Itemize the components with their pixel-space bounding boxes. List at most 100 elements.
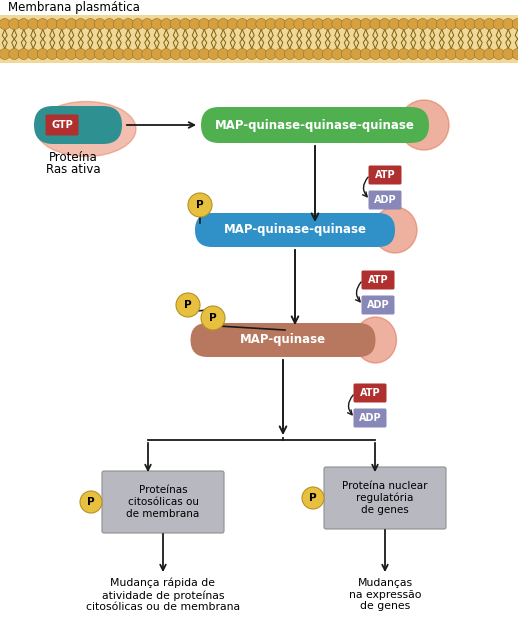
Circle shape	[284, 18, 295, 29]
Circle shape	[161, 18, 172, 29]
FancyBboxPatch shape	[362, 296, 395, 315]
Circle shape	[418, 48, 428, 59]
Circle shape	[341, 48, 352, 59]
Circle shape	[313, 48, 324, 59]
Text: GTP: GTP	[51, 120, 73, 130]
Circle shape	[170, 18, 181, 29]
Circle shape	[18, 18, 29, 29]
Circle shape	[132, 18, 143, 29]
Circle shape	[123, 18, 134, 29]
Circle shape	[142, 18, 153, 29]
Circle shape	[303, 18, 314, 29]
Circle shape	[465, 18, 476, 29]
Circle shape	[189, 48, 200, 59]
Circle shape	[408, 48, 419, 59]
Text: ATP: ATP	[375, 170, 395, 180]
Text: P: P	[309, 493, 317, 503]
Text: P: P	[87, 497, 95, 507]
Circle shape	[493, 18, 504, 29]
FancyBboxPatch shape	[362, 271, 395, 289]
Text: Proteínas
citosólicas ou
de membrana: Proteínas citosólicas ou de membrana	[126, 485, 199, 519]
Circle shape	[246, 48, 257, 59]
FancyBboxPatch shape	[46, 115, 79, 136]
FancyBboxPatch shape	[368, 166, 401, 185]
FancyBboxPatch shape	[191, 323, 376, 357]
Circle shape	[484, 48, 495, 59]
Circle shape	[455, 18, 466, 29]
Circle shape	[75, 48, 87, 59]
Circle shape	[436, 48, 447, 59]
Circle shape	[47, 48, 57, 59]
Circle shape	[180, 48, 191, 59]
Text: ADP: ADP	[358, 413, 381, 423]
Circle shape	[455, 48, 466, 59]
Circle shape	[275, 18, 286, 29]
Circle shape	[237, 48, 248, 59]
FancyBboxPatch shape	[353, 408, 386, 427]
Circle shape	[9, 18, 20, 29]
Circle shape	[265, 48, 276, 59]
Circle shape	[436, 18, 447, 29]
FancyBboxPatch shape	[353, 383, 386, 403]
Text: MAP-quinase-quinase-quinase: MAP-quinase-quinase-quinase	[215, 118, 415, 131]
Circle shape	[176, 293, 200, 317]
Circle shape	[265, 18, 276, 29]
Circle shape	[303, 48, 314, 59]
Text: ATP: ATP	[368, 275, 388, 285]
Circle shape	[379, 18, 390, 29]
Text: ATP: ATP	[359, 388, 380, 398]
Circle shape	[484, 18, 495, 29]
Circle shape	[123, 48, 134, 59]
Circle shape	[322, 18, 333, 29]
Circle shape	[189, 18, 200, 29]
Circle shape	[80, 491, 102, 513]
Circle shape	[47, 18, 57, 29]
Circle shape	[503, 18, 514, 29]
Text: Mudança rápida de
atividade de proteínas
citosólicas ou de membrana: Mudança rápida de atividade de proteínas…	[86, 578, 240, 612]
Circle shape	[398, 48, 409, 59]
Circle shape	[161, 48, 172, 59]
Circle shape	[28, 48, 39, 59]
Circle shape	[0, 18, 10, 29]
Circle shape	[284, 48, 295, 59]
FancyBboxPatch shape	[324, 467, 446, 529]
Circle shape	[56, 18, 67, 29]
Circle shape	[218, 48, 229, 59]
Circle shape	[94, 18, 105, 29]
Circle shape	[94, 48, 105, 59]
Circle shape	[9, 48, 20, 59]
Circle shape	[218, 18, 229, 29]
Text: P: P	[196, 200, 204, 210]
Circle shape	[113, 18, 124, 29]
Circle shape	[201, 306, 225, 330]
Text: Membrana plasmática: Membrana plasmática	[8, 1, 140, 15]
Circle shape	[113, 48, 124, 59]
FancyBboxPatch shape	[368, 190, 401, 210]
Circle shape	[104, 18, 115, 29]
FancyBboxPatch shape	[34, 106, 122, 144]
Circle shape	[246, 18, 257, 29]
Circle shape	[408, 18, 419, 29]
Circle shape	[180, 18, 191, 29]
Circle shape	[322, 48, 333, 59]
Circle shape	[188, 193, 212, 217]
Ellipse shape	[36, 101, 136, 157]
Text: ADP: ADP	[373, 195, 396, 205]
Circle shape	[512, 18, 518, 29]
Circle shape	[227, 48, 238, 59]
Circle shape	[142, 48, 153, 59]
Circle shape	[370, 48, 381, 59]
FancyBboxPatch shape	[201, 107, 429, 143]
Text: MAP-quinase-quinase: MAP-quinase-quinase	[223, 224, 367, 236]
Circle shape	[151, 18, 162, 29]
Circle shape	[360, 48, 371, 59]
Circle shape	[503, 48, 514, 59]
Circle shape	[446, 48, 457, 59]
Circle shape	[37, 18, 48, 29]
Circle shape	[170, 48, 181, 59]
Circle shape	[332, 18, 343, 29]
FancyBboxPatch shape	[0, 15, 518, 63]
Text: Proteína nuclear
regulatória
de genes: Proteína nuclear regulatória de genes	[342, 481, 428, 515]
Circle shape	[493, 48, 504, 59]
Circle shape	[256, 48, 267, 59]
